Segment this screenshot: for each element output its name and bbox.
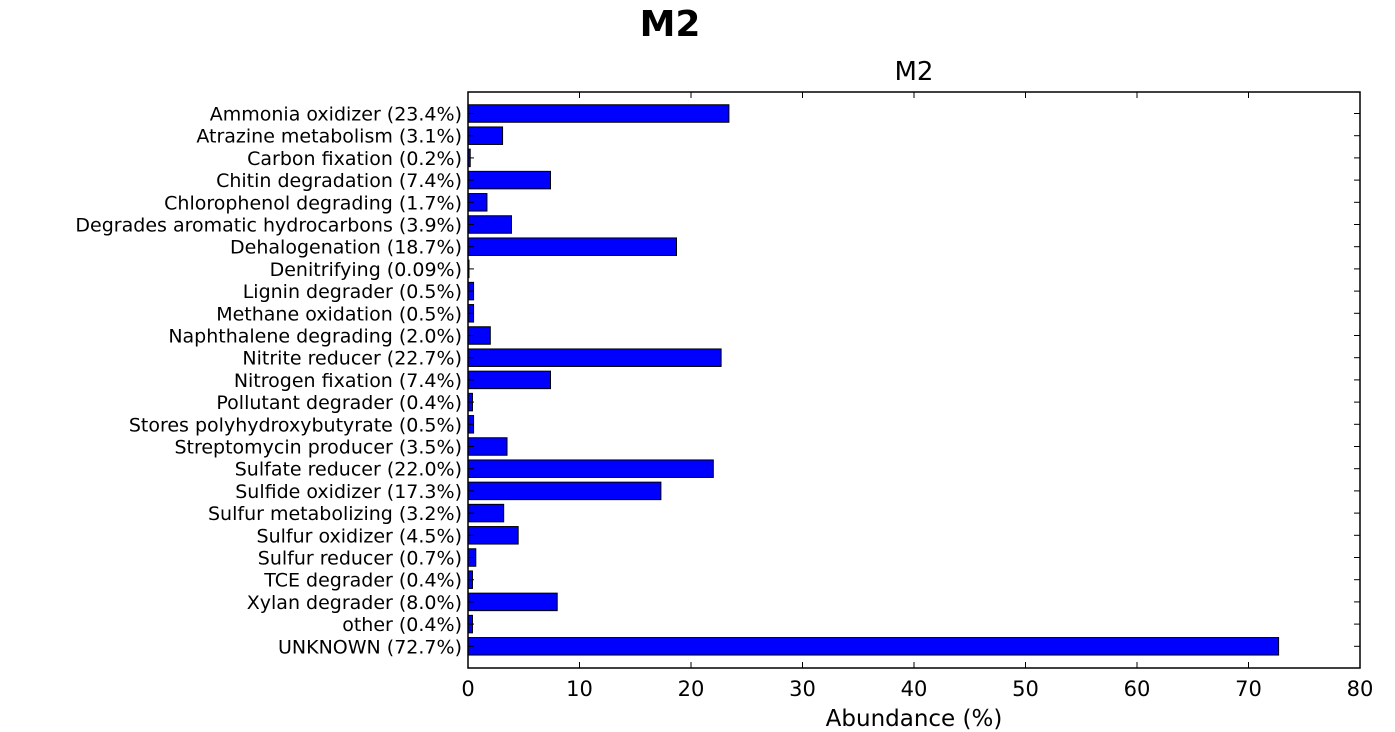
category-label: Degrades aromatic hydrocarbons (3.9%)	[75, 215, 462, 237]
x-tick-label: 40	[901, 677, 928, 701]
category-label: Xylan degrader (8.0%)	[247, 592, 462, 614]
category-label: UNKNOWN (72.7%)	[278, 636, 462, 658]
category-label: Naphthalene degrading (2.0%)	[168, 326, 462, 348]
x-tick-label: 70	[1235, 677, 1262, 701]
category-label: Chlorophenol degrading (1.7%)	[164, 192, 462, 214]
category-label: Methane oxidation (0.5%)	[216, 303, 462, 325]
category-label: Lignin degrader (0.5%)	[243, 281, 462, 303]
bar	[467, 170, 552, 190]
page-title: M2	[639, 4, 701, 45]
plot-frame	[467, 91, 1361, 669]
category-label: Carbon fixation (0.2%)	[247, 148, 462, 170]
category-label: Denitrifying (0.09%)	[270, 259, 462, 281]
x-tick-label: 50	[1012, 677, 1039, 701]
category-label: Sulfate reducer (22.0%)	[235, 459, 462, 481]
category-label: Chitin degradation (7.4%)	[216, 170, 462, 192]
category-label: TCE degrader (0.4%)	[263, 570, 462, 592]
bar	[467, 370, 552, 390]
category-label: Sulfur oxidizer (4.5%)	[257, 525, 462, 547]
bar	[467, 459, 714, 478]
ticks-layer: 0 10 20 30 40 50 60 70 80	[461, 92, 1373, 701]
bar	[467, 237, 678, 256]
x-axis-title: Abundance (%)	[826, 706, 1003, 732]
bar	[467, 104, 730, 123]
category-label: Sulfide oxidizer (17.3%)	[235, 481, 462, 503]
category-label: Stores polyhydroxybutyrate (0.5%)	[129, 414, 462, 436]
category-label: Ammonia oxidizer (23.4%)	[210, 104, 462, 126]
chart-title: M2	[895, 57, 934, 87]
bar	[467, 348, 722, 367]
bar	[467, 637, 1280, 656]
category-label: Streptomycin producer (3.5%)	[174, 437, 462, 459]
x-tick-label: 20	[678, 677, 705, 701]
category-label: Nitrite reducer (22.7%)	[242, 348, 462, 370]
bar	[467, 526, 519, 545]
category-labels: Ammonia oxidizer (23.4%)Atrazine metabol…	[75, 104, 462, 659]
category-label: other (0.4%)	[342, 614, 462, 636]
x-tick-label: 10	[566, 677, 593, 701]
bars-layer	[467, 104, 1280, 656]
category-label: Atrazine metabolism (3.1%)	[196, 126, 462, 148]
category-label: Sulfur reducer (0.7%)	[258, 548, 462, 570]
bar	[467, 481, 662, 501]
bar	[467, 592, 558, 612]
category-label: Sulfur metabolizing (3.2%)	[208, 503, 462, 525]
bar	[467, 215, 512, 234]
x-tick-label: 80	[1347, 677, 1374, 701]
x-tick-label: 60	[1124, 677, 1151, 701]
x-tick-label: 0	[461, 677, 474, 701]
category-label: Dehalogenation (18.7%)	[230, 237, 462, 259]
x-tick-label: 30	[789, 677, 816, 701]
category-label: Pollutant degrader (0.4%)	[216, 392, 462, 414]
category-label: Nitrogen fixation (7.4%)	[234, 370, 462, 392]
